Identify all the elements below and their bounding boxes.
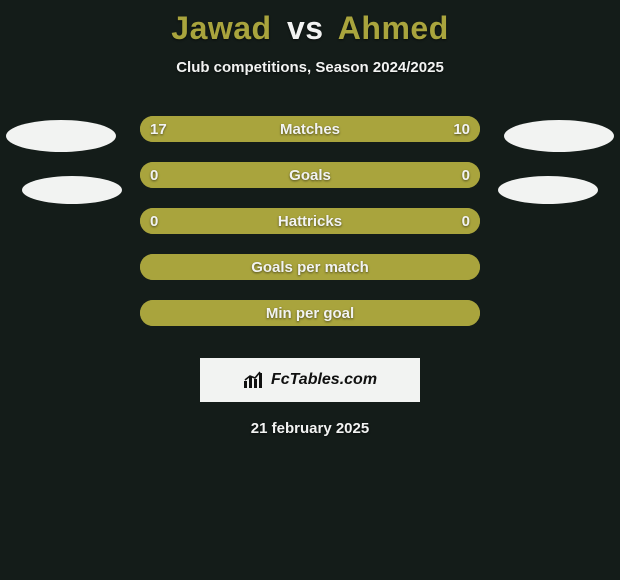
- stat-rows: Matches1710Goals00Hattricks00Goals per m…: [0, 116, 620, 346]
- stat-label: Matches: [0, 116, 620, 144]
- brand-chart-icon: [243, 371, 265, 389]
- stat-label: Hattricks: [0, 208, 620, 236]
- vs-text: vs: [287, 10, 324, 46]
- brand-text: FcTables.com: [271, 371, 377, 389]
- brand: FcTables.com: [243, 371, 377, 389]
- stat-value-left: 0: [150, 208, 158, 236]
- stat-row: Min per goal: [0, 300, 620, 326]
- stat-value-right: 10: [453, 116, 470, 144]
- comparison-infographic: Jawad vs Ahmed Club competitions, Season…: [0, 0, 620, 580]
- stat-value-right: 0: [462, 208, 470, 236]
- stat-row: Matches17 10: [0, 116, 620, 142]
- stat-row: Goals per match: [0, 254, 620, 280]
- stat-value-right: 0: [462, 162, 470, 190]
- stat-label: Goals: [0, 162, 620, 190]
- page-title: Jawad vs Ahmed: [0, 0, 620, 47]
- subtitle: Club competitions, Season 2024/2025: [0, 59, 620, 76]
- player2-name: Ahmed: [338, 10, 449, 46]
- stat-value-left: 17: [150, 116, 167, 144]
- stat-label: Min per goal: [0, 300, 620, 328]
- stat-label: Goals per match: [0, 254, 620, 282]
- stat-row: Goals0 0: [0, 162, 620, 188]
- brand-box: FcTables.com: [200, 358, 420, 402]
- stat-value-left: 0: [150, 162, 158, 190]
- player1-name: Jawad: [171, 10, 271, 46]
- date: 21 february 2025: [0, 420, 620, 437]
- stat-row: Hattricks0 0: [0, 208, 620, 234]
